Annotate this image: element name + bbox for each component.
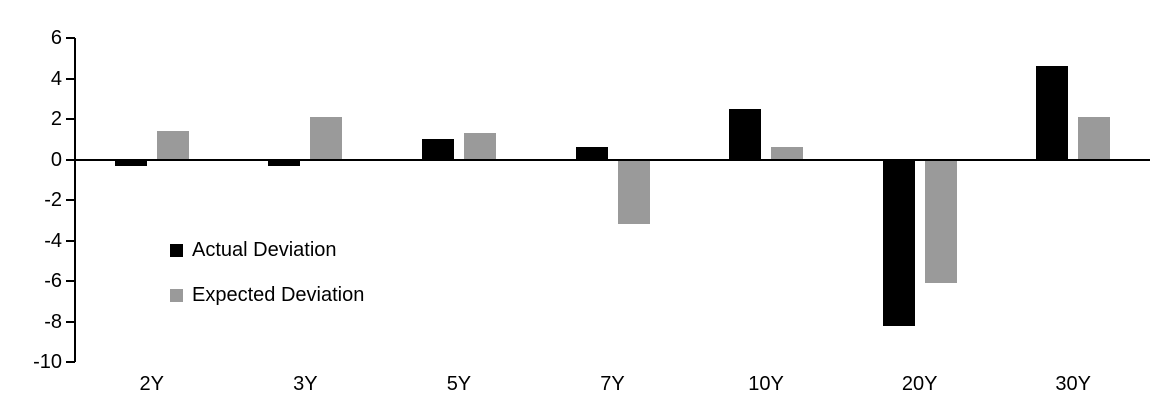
bar-actual-3Y [268, 159, 301, 166]
x-axis-zero-line [74, 158, 1150, 161]
y-tick--2 [66, 199, 75, 201]
bar-expected-2Y [156, 131, 189, 160]
legend-item-actual-deviation: Actual Deviation [170, 238, 364, 262]
x-axis-label-7Y: 7Y [600, 373, 625, 395]
x-axis-label-5Y: 5Y [446, 373, 472, 395]
y-tick-2 [66, 118, 75, 120]
y-tick-label--10: -10 [33, 351, 62, 373]
y-tick--6 [66, 280, 75, 282]
y-tick-label-4: 4 [50, 67, 62, 90]
legend-swatch-expected-icon [170, 288, 183, 302]
bar-expected-5Y [463, 133, 496, 160]
legend-label-actual-deviation: Actual Deviation [192, 239, 337, 261]
y-tick-6 [66, 37, 75, 39]
y-tick-label-0: 0 [50, 148, 62, 171]
y-tick-label--6: -6 [44, 270, 62, 292]
y-axis-line [74, 38, 76, 362]
bar-expected-20Y [924, 159, 957, 284]
bar-expected-30Y [1078, 116, 1111, 160]
y-tick-0 [66, 158, 75, 161]
x-axis-label-3Y: 3Y [293, 373, 318, 395]
legend-item-expected-deviation: Expected Deviation [170, 283, 364, 307]
bar-expected-7Y [617, 159, 650, 225]
bar-actual-7Y [575, 147, 608, 160]
bar-actual-20Y [882, 159, 915, 326]
x-axis-label-20Y: 20Y [901, 373, 938, 395]
y-tick-label--2: -2 [44, 189, 62, 211]
y-tick--4 [66, 239, 75, 242]
legend: Actual Deviation Expected Deviation [170, 238, 364, 307]
y-tick-4 [66, 77, 75, 80]
y-tick-label--8: -8 [44, 310, 62, 333]
bar-expected-3Y [310, 116, 343, 160]
y-tick-label--4: -4 [44, 229, 62, 252]
legend-label-expected-deviation: Expected Deviation [192, 284, 365, 306]
y-tick-label-2: 2 [50, 108, 62, 130]
y-tick-label-6: 6 [50, 27, 62, 49]
x-axis-label-2Y: 2Y [139, 373, 165, 395]
x-axis-label-10Y: 10Y [748, 373, 784, 395]
x-axis-label-30Y: 30Y [1055, 373, 1091, 395]
y-tick--8 [66, 320, 75, 323]
legend-swatch-actual-icon [170, 243, 183, 257]
y-tick--10 [66, 361, 75, 363]
bar-actual-2Y [114, 159, 147, 166]
bar-actual-10Y [729, 108, 762, 160]
bar-actual-5Y [421, 139, 454, 160]
bar-actual-30Y [1036, 66, 1069, 160]
bar-expected-10Y [771, 147, 804, 160]
